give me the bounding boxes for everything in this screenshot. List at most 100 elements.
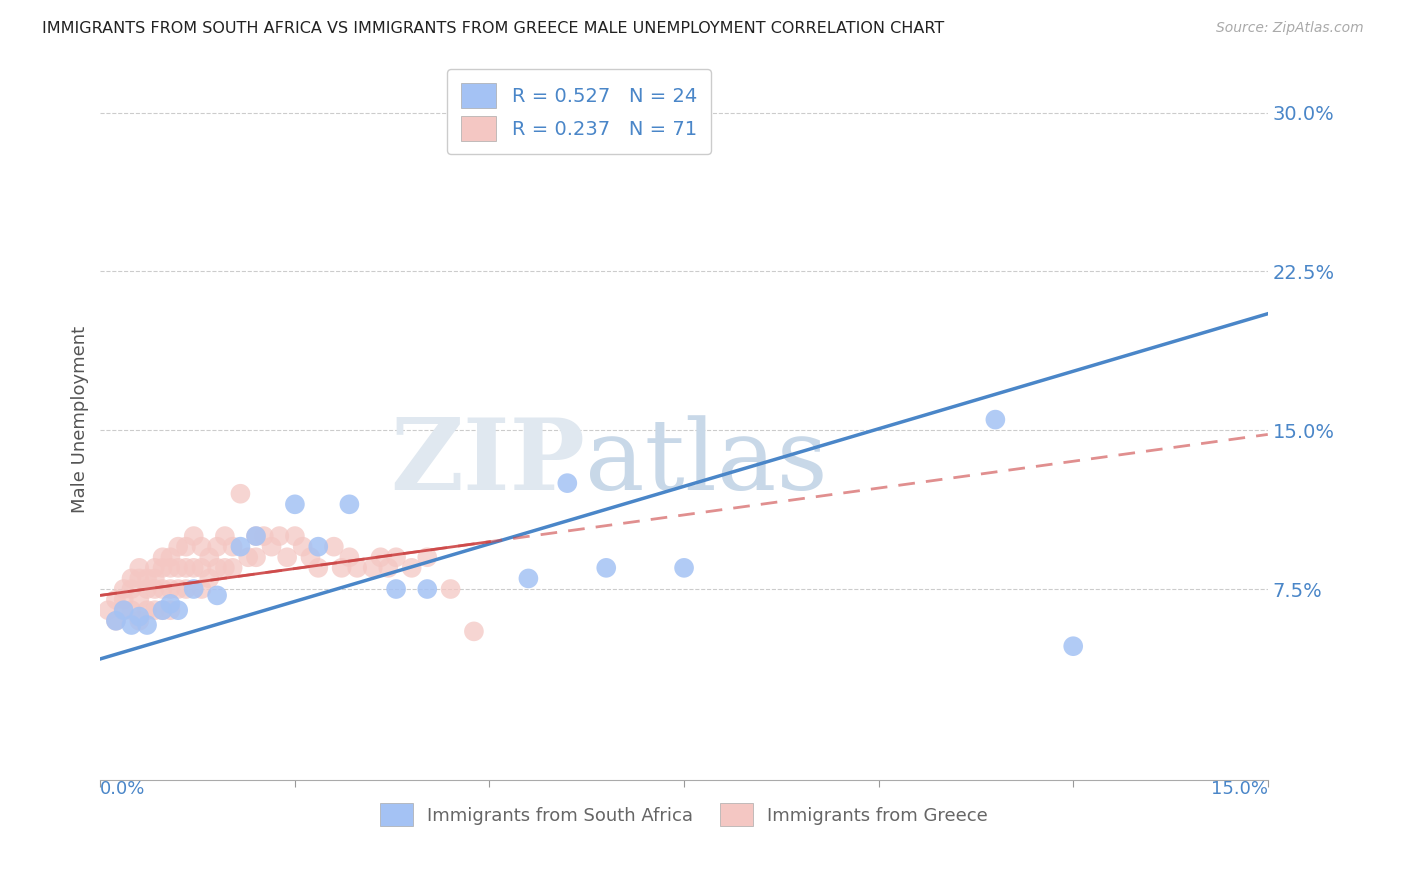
Point (136, 603, 159, 617)
Point (245, 550, 267, 565)
Point (104, 592, 127, 607)
Point (198, 550, 221, 565)
Point (253, 529, 276, 543)
Point (174, 582, 197, 596)
Point (152, 582, 174, 596)
Point (143, 571, 166, 585)
Point (673, 561, 696, 575)
Point (205, 540, 228, 554)
Point (361, 561, 384, 575)
Point (229, 540, 252, 554)
Text: IMMIGRANTS FROM SOUTH AFRICA VS IMMIGRANTS FROM GREECE MALE UNEMPLOYMENT CORRELA: IMMIGRANTS FROM SOUTH AFRICA VS IMMIGRAN… (42, 21, 945, 36)
Point (143, 561, 166, 575)
Point (128, 571, 150, 585)
Point (205, 588, 228, 602)
Point (97, 603, 120, 617)
Point (152, 550, 174, 565)
Point (174, 540, 197, 554)
Text: 0.0%: 0.0% (100, 780, 146, 797)
Point (112, 603, 135, 617)
Point (136, 582, 159, 596)
Point (238, 550, 260, 565)
Point (152, 561, 174, 575)
Point (229, 487, 252, 501)
Point (416, 550, 439, 565)
Point (174, 561, 197, 575)
Point (183, 582, 205, 596)
Point (385, 550, 408, 565)
Point (112, 582, 135, 596)
Point (136, 571, 159, 585)
Point (152, 603, 174, 617)
Point (167, 582, 190, 596)
Point (190, 561, 212, 575)
Point (339, 497, 361, 511)
Point (152, 603, 174, 617)
Point (136, 618, 159, 632)
Point (159, 550, 181, 565)
Point (370, 550, 392, 565)
Y-axis label: Male Unemployment: Male Unemployment (72, 326, 89, 513)
Point (346, 561, 368, 575)
Point (330, 561, 353, 575)
Point (159, 597, 181, 611)
Point (128, 561, 150, 575)
Point (128, 614, 150, 628)
Point (284, 529, 307, 543)
Point (245, 529, 267, 543)
Point (260, 540, 283, 554)
Point (1062, 639, 1084, 653)
Point (245, 529, 267, 543)
Point (159, 561, 181, 575)
Point (128, 592, 150, 607)
Point (121, 618, 143, 632)
Point (463, 624, 485, 639)
Point (214, 561, 236, 575)
Point (159, 603, 181, 617)
Point (183, 561, 205, 575)
Point (190, 540, 212, 554)
Point (104, 614, 127, 628)
Point (478, 137, 501, 152)
Point (198, 571, 221, 585)
Point (595, 561, 617, 575)
Point (112, 592, 135, 607)
Point (322, 540, 344, 554)
Point (143, 582, 166, 596)
Text: 15.0%: 15.0% (1211, 780, 1268, 797)
Point (221, 561, 243, 575)
Text: atlas: atlas (585, 415, 828, 511)
Point (167, 540, 190, 554)
Point (291, 540, 314, 554)
Point (307, 540, 329, 554)
Point (339, 550, 361, 565)
Point (377, 561, 399, 575)
Point (167, 603, 190, 617)
Text: Source: ZipAtlas.com: Source: ZipAtlas.com (1216, 21, 1364, 35)
Point (214, 529, 236, 543)
Point (276, 550, 298, 565)
Point (143, 603, 166, 617)
Point (299, 550, 322, 565)
Point (167, 561, 190, 575)
Point (416, 582, 439, 596)
Point (555, 476, 578, 491)
Point (205, 561, 228, 575)
Point (401, 561, 423, 575)
Legend: Immigrants from South Africa, Immigrants from Greece: Immigrants from South Africa, Immigrants… (371, 794, 997, 836)
Point (159, 582, 181, 596)
Point (112, 603, 135, 617)
Point (284, 497, 307, 511)
Point (121, 582, 143, 596)
Point (121, 571, 143, 585)
Point (104, 614, 127, 628)
Point (307, 561, 329, 575)
Point (183, 529, 205, 543)
Point (190, 582, 212, 596)
Point (984, 412, 1007, 426)
Point (269, 529, 291, 543)
Point (121, 603, 143, 617)
Point (385, 582, 408, 596)
Point (221, 540, 243, 554)
Point (517, 571, 540, 585)
